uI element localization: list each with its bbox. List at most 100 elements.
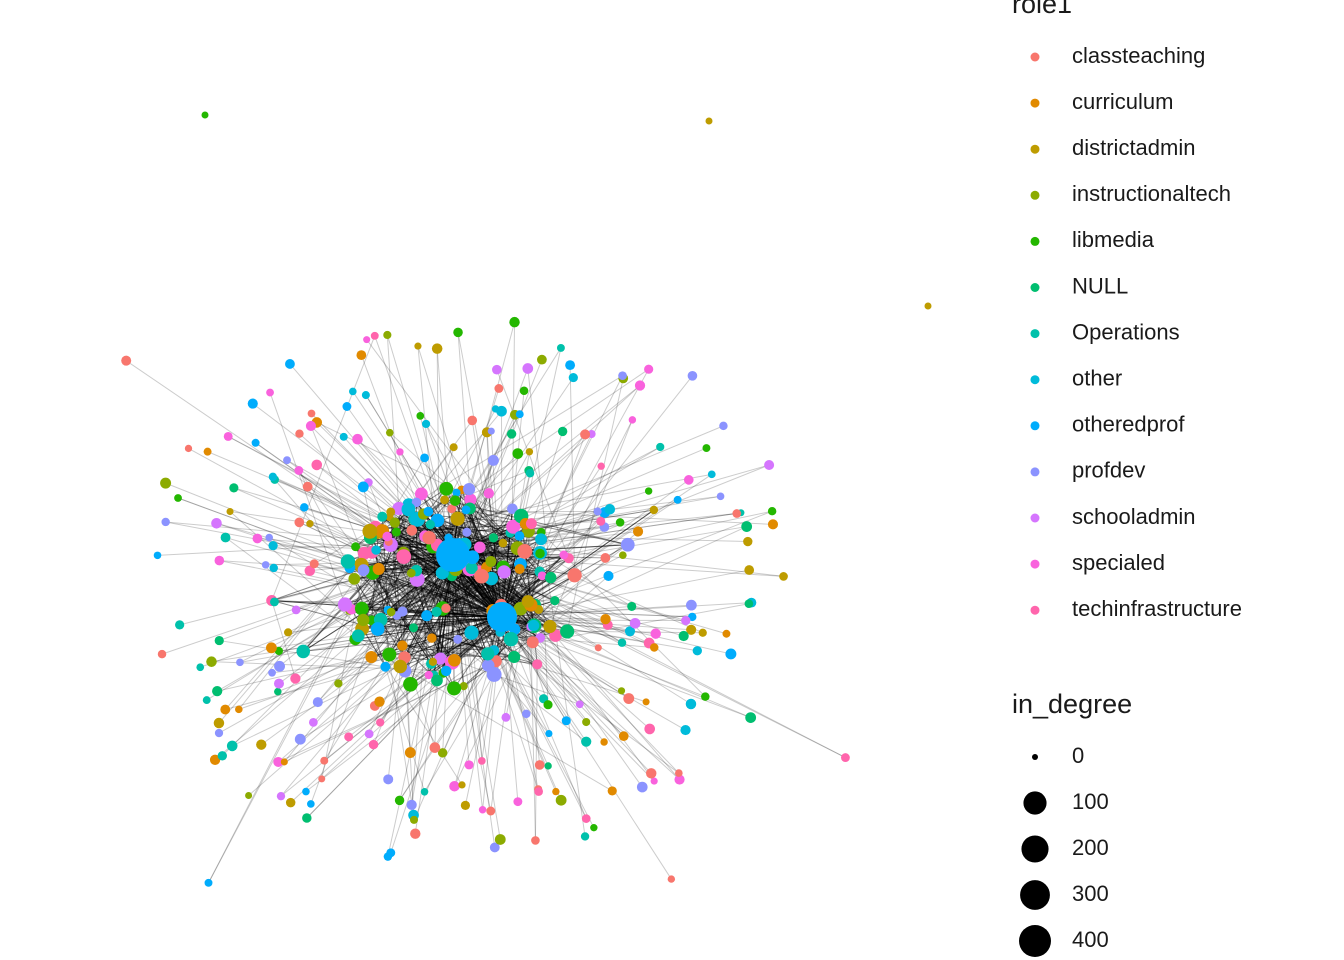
edge [490, 561, 655, 782]
node [441, 603, 451, 614]
node [534, 760, 545, 770]
edge [358, 557, 569, 637]
node [464, 493, 477, 506]
edge [361, 504, 410, 629]
legend-swatch [1030, 144, 1040, 154]
node [561, 716, 571, 726]
node [767, 519, 779, 530]
edge [277, 574, 575, 693]
node [285, 359, 295, 369]
edge [390, 544, 532, 606]
node [512, 448, 524, 459]
node [440, 665, 452, 677]
legend-label: specialed [1072, 550, 1165, 575]
node [404, 747, 416, 759]
edge [269, 392, 346, 605]
node [351, 629, 365, 643]
node [421, 419, 431, 429]
edge [404, 616, 503, 658]
node [501, 712, 511, 722]
edge [363, 554, 454, 621]
node [385, 428, 394, 437]
edge [501, 616, 608, 626]
edge [457, 332, 471, 500]
legend-swatch [1030, 190, 1040, 200]
node [415, 487, 428, 501]
edge [501, 347, 562, 618]
edge [402, 645, 494, 651]
edge [361, 564, 503, 618]
edge [532, 641, 686, 731]
edge [390, 508, 513, 546]
edge [377, 628, 703, 634]
node [365, 651, 378, 664]
node [420, 788, 429, 796]
node [449, 443, 458, 452]
edge [239, 616, 503, 663]
edge [344, 603, 503, 618]
edge [302, 572, 374, 652]
edge [442, 554, 454, 753]
node [478, 757, 486, 765]
edge [312, 556, 473, 723]
node [204, 878, 213, 887]
node [596, 516, 606, 526]
node [741, 521, 753, 532]
node [514, 531, 525, 541]
node [229, 483, 239, 493]
edge [519, 535, 748, 543]
edge [409, 388, 500, 685]
node [514, 563, 525, 574]
node [374, 696, 385, 707]
node [157, 649, 167, 659]
node [235, 705, 243, 714]
legend-swatch [1030, 467, 1040, 477]
edge [457, 569, 471, 640]
node [184, 444, 193, 453]
edge [501, 520, 602, 618]
edge [370, 572, 443, 658]
node [719, 421, 728, 431]
edge [295, 554, 454, 611]
node [284, 628, 293, 637]
edge [440, 608, 447, 658]
legend-size-dot [1019, 925, 1051, 957]
node [213, 717, 225, 729]
node [678, 630, 689, 642]
legend: role1 in_degree classteaching curriculum d… [1012, 0, 1242, 957]
edge [177, 497, 503, 618]
edge [414, 518, 438, 612]
legend-label: profdev [1072, 458, 1145, 483]
node [364, 729, 374, 739]
legend-title: role1 [1012, 0, 1072, 19]
node [628, 416, 637, 424]
node [618, 371, 627, 381]
node [252, 533, 263, 544]
node [580, 832, 590, 841]
edge [479, 546, 521, 565]
node [567, 568, 582, 583]
edge [534, 664, 538, 841]
node [340, 554, 356, 569]
node [841, 753, 850, 762]
node [506, 429, 517, 439]
node [212, 686, 223, 697]
node [702, 444, 711, 453]
edge [488, 493, 503, 618]
edge [317, 493, 490, 703]
edge [363, 569, 492, 580]
edge [399, 451, 454, 556]
edge [452, 554, 784, 577]
node [494, 834, 506, 845]
edge [316, 421, 526, 525]
node [604, 504, 616, 515]
edge [501, 433, 593, 618]
edge [302, 554, 454, 652]
legend-label: districtadmin [1072, 135, 1195, 160]
edge [452, 512, 742, 556]
legend-label: other [1072, 366, 1122, 391]
node [266, 388, 274, 397]
edge [555, 635, 751, 719]
edge [375, 526, 502, 606]
edge [530, 531, 639, 628]
